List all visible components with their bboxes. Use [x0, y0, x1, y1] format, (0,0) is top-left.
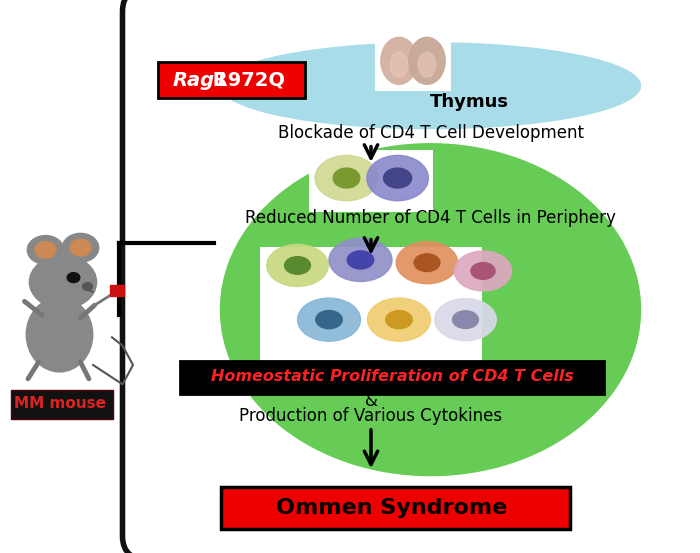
FancyBboxPatch shape	[221, 487, 570, 529]
FancyBboxPatch shape	[122, 0, 700, 553]
Text: Thymus: Thymus	[430, 93, 508, 111]
Text: &: &	[365, 392, 377, 410]
FancyBboxPatch shape	[375, 34, 451, 91]
Text: Reduced Number of CD4 T Cells in Periphery: Reduced Number of CD4 T Cells in Periphe…	[245, 210, 616, 227]
FancyBboxPatch shape	[10, 390, 113, 419]
Ellipse shape	[435, 299, 496, 341]
Ellipse shape	[381, 38, 417, 84]
Ellipse shape	[27, 298, 92, 372]
Circle shape	[29, 255, 97, 309]
Circle shape	[83, 283, 92, 290]
Ellipse shape	[315, 155, 378, 201]
Circle shape	[67, 273, 80, 283]
Circle shape	[35, 242, 56, 258]
Text: Rag1: Rag1	[173, 71, 229, 90]
Ellipse shape	[347, 251, 374, 269]
Ellipse shape	[368, 298, 430, 341]
Ellipse shape	[267, 244, 328, 286]
Circle shape	[62, 233, 99, 262]
Circle shape	[27, 236, 64, 264]
Ellipse shape	[471, 263, 495, 279]
Text: Homeostatic Proliferation of CD4 T Cells: Homeostatic Proliferation of CD4 T Cells	[211, 368, 573, 384]
Ellipse shape	[386, 311, 412, 328]
FancyBboxPatch shape	[260, 247, 482, 361]
Ellipse shape	[414, 254, 440, 272]
Ellipse shape	[384, 168, 412, 188]
FancyBboxPatch shape	[158, 62, 304, 98]
Text: R972Q: R972Q	[206, 71, 286, 90]
Ellipse shape	[454, 251, 512, 291]
Text: MM mouse: MM mouse	[13, 396, 106, 411]
Ellipse shape	[396, 242, 458, 284]
Ellipse shape	[285, 257, 310, 274]
Text: Ommen Syndrome: Ommen Syndrome	[276, 498, 508, 518]
Text: Blockade of CD4 T Cell Development: Blockade of CD4 T Cell Development	[277, 124, 584, 142]
Circle shape	[70, 239, 91, 256]
Ellipse shape	[390, 53, 407, 77]
Ellipse shape	[409, 38, 445, 84]
FancyBboxPatch shape	[309, 150, 433, 212]
Text: Production of Various Cytokines: Production of Various Cytokines	[239, 407, 503, 425]
FancyBboxPatch shape	[180, 361, 604, 394]
Ellipse shape	[453, 311, 478, 328]
Ellipse shape	[220, 43, 640, 129]
Ellipse shape	[298, 298, 360, 341]
Ellipse shape	[419, 53, 435, 77]
Ellipse shape	[329, 238, 392, 281]
Ellipse shape	[333, 168, 360, 188]
Ellipse shape	[316, 311, 342, 328]
Ellipse shape	[220, 144, 640, 476]
Ellipse shape	[367, 155, 428, 201]
